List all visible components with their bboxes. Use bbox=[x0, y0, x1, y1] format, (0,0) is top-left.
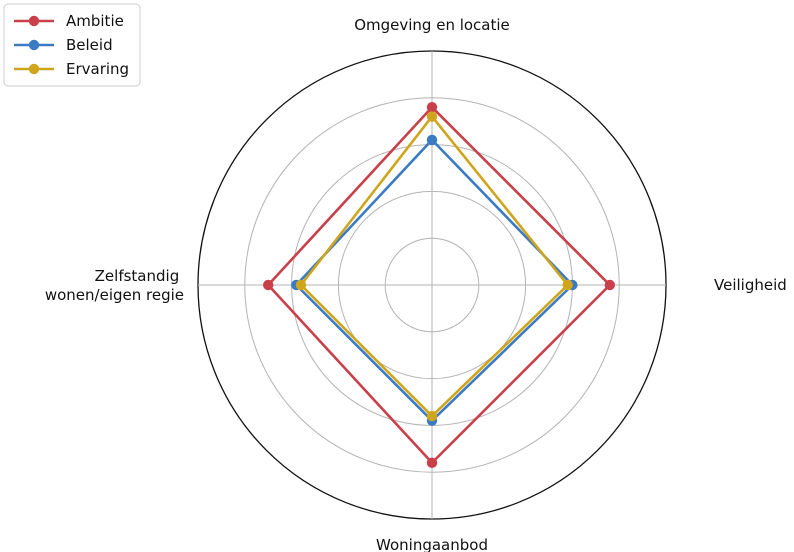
data-point bbox=[426, 101, 438, 113]
axis-label-right: Veiligheid bbox=[714, 276, 787, 294]
data-point bbox=[604, 279, 616, 291]
data-point bbox=[295, 279, 307, 291]
axis-label-left-line2: wonen/eigen regie bbox=[45, 286, 184, 304]
data-point bbox=[263, 279, 274, 291]
legend: Ambitie Beleid Ervaring bbox=[3, 3, 141, 87]
data-point bbox=[426, 457, 438, 469]
series-ambitie bbox=[263, 101, 616, 469]
legend-marker bbox=[28, 39, 40, 51]
axis-labels: Omgeving en locatie Veiligheid Woningaan… bbox=[45, 16, 787, 552]
series-line bbox=[299, 114, 570, 418]
legend-marker bbox=[28, 15, 40, 27]
legend-item-ambitie: Ambitie bbox=[14, 12, 124, 30]
series-layer bbox=[263, 101, 616, 469]
data-point bbox=[426, 111, 438, 122]
legend-marker bbox=[28, 63, 40, 75]
legend-label: Ambitie bbox=[66, 12, 124, 30]
series-beleid bbox=[291, 134, 578, 426]
legend-item-beleid: Beleid bbox=[14, 36, 113, 54]
series-ervaring bbox=[295, 111, 573, 422]
legend-frame bbox=[3, 3, 141, 87]
legend-label: Beleid bbox=[66, 36, 113, 54]
data-point bbox=[562, 279, 573, 291]
axis-label-top: Omgeving en locatie bbox=[354, 16, 510, 34]
data-point bbox=[426, 134, 438, 146]
data-point bbox=[426, 410, 438, 422]
axis-label-bottom: Woningaanbod bbox=[376, 536, 488, 552]
axis-label-left-line1: Zelfstandig bbox=[95, 267, 180, 285]
legend-label: Ervaring bbox=[66, 60, 129, 78]
legend-item-ervaring: Ervaring bbox=[14, 60, 129, 78]
axis-label-left: Zelfstandig wonen/eigen regie bbox=[45, 267, 184, 304]
